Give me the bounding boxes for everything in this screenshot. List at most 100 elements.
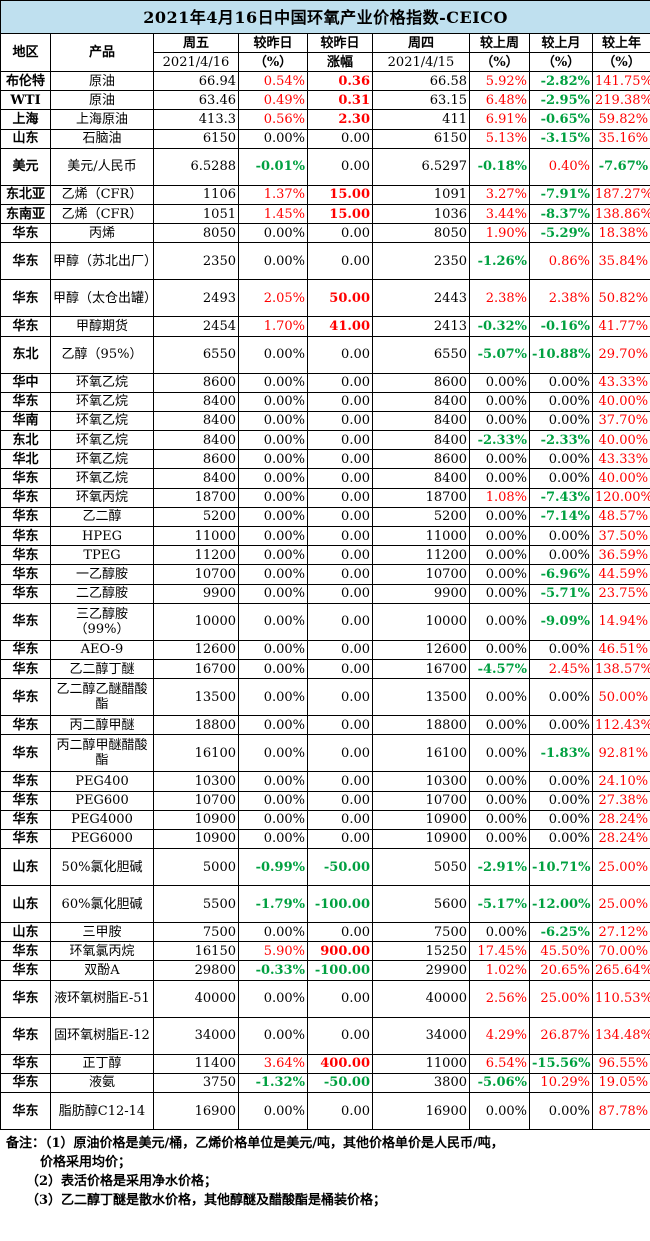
product-cell: 丙二醇甲醚醋酸酯 bbox=[50, 734, 154, 773]
region-cell: 东北 bbox=[0, 430, 51, 451]
week-pct-cell: 6.48% bbox=[469, 90, 530, 111]
thu-price-cell: 16100 bbox=[372, 734, 470, 773]
week-pct-cell: -1.26% bbox=[469, 242, 530, 281]
year-pct-cell: 138.86% bbox=[591, 203, 650, 225]
month-pct-cell: -7.14% bbox=[529, 506, 593, 528]
week-pct-cell: 5.13% bbox=[469, 128, 530, 149]
day-abs-cell: 0.00 bbox=[307, 372, 373, 393]
day-pct-cell: 0.00% bbox=[238, 734, 308, 773]
product-cell: PEG4000 bbox=[50, 809, 154, 830]
thu-price-cell: 11000 bbox=[372, 1053, 470, 1074]
day-abs-cell: 0.00 bbox=[307, 147, 373, 186]
fri-price-cell: 16150 bbox=[153, 941, 239, 962]
region-cell: 华东 bbox=[0, 602, 51, 641]
day-abs-cell: 0.00 bbox=[307, 545, 373, 566]
region-cell: 华东 bbox=[0, 583, 51, 604]
day-abs-cell: 0.00 bbox=[307, 449, 373, 470]
day-pct-cell: 0.56% bbox=[238, 109, 308, 130]
day-pct-cell: 0.00% bbox=[238, 449, 308, 470]
fri-price-cell: 8400 bbox=[153, 410, 239, 432]
product-cell: 环氧乙烷 bbox=[50, 449, 154, 470]
day-pct-cell: -0.33% bbox=[238, 960, 308, 981]
product-cell: PEG400 bbox=[50, 771, 154, 792]
region-cell: 华东 bbox=[0, 979, 51, 1018]
month-pct-cell: -5.29% bbox=[529, 223, 593, 244]
product-cell: 乙二醇 bbox=[50, 506, 154, 528]
table-row: 华东 液环氧树脂E-51 40000 0.00% 0.00 40000 2.56% 25.00… bbox=[0, 979, 650, 1018]
day-pct-cell: 3.64% bbox=[238, 1053, 308, 1074]
header-day-abs-unit: 涨幅 bbox=[307, 52, 373, 72]
table-row: 华东 甲醇（苏北出厂） 2350 0.00% 0.00 2350 -1.26% 0.86% 35… bbox=[0, 242, 650, 281]
year-pct-cell: 44.59% bbox=[591, 564, 650, 585]
day-pct-cell: 2.05% bbox=[238, 279, 308, 318]
year-pct-cell: 18.38% bbox=[591, 223, 650, 244]
week-pct-cell: 6.54% bbox=[469, 1053, 530, 1074]
product-cell: 脂肪醇C12-14 bbox=[50, 1092, 154, 1130]
thu-price-cell: 5050 bbox=[372, 848, 470, 887]
day-abs-cell: 0.00 bbox=[307, 828, 373, 850]
region-cell: 华东 bbox=[0, 545, 51, 566]
region-cell: 上海 bbox=[0, 109, 51, 130]
month-pct-cell: 20.65% bbox=[529, 960, 593, 981]
table-row: 山东 60%氯化胆碱 5500 -1.79% -100.00 5600 -5.17% -12.… bbox=[0, 885, 650, 924]
day-abs-cell: 15.00 bbox=[307, 203, 373, 225]
product-cell: 环氧乙烷 bbox=[50, 391, 154, 412]
fri-price-cell: 2493 bbox=[153, 279, 239, 318]
year-pct-cell: 112.43% bbox=[591, 715, 650, 736]
week-pct-cell: 17.45% bbox=[469, 941, 530, 962]
thu-price-cell: 9900 bbox=[372, 583, 470, 604]
day-abs-cell: 0.00 bbox=[307, 678, 373, 717]
day-pct-cell: 0.00% bbox=[238, 922, 308, 943]
table-row: 东北 环氧乙烷 8400 0.00% 0.00 8400 -2.33% -2.33% 40.00… bbox=[0, 430, 650, 451]
day-pct-cell: 0.00% bbox=[238, 790, 308, 811]
product-cell: 三乙醇胺（99%） bbox=[50, 602, 154, 641]
header-region: 地区 bbox=[0, 33, 51, 72]
day-abs-cell: 0.00 bbox=[307, 525, 373, 547]
fri-price-cell: 16100 bbox=[153, 734, 239, 773]
header-product: 产品 bbox=[50, 33, 154, 72]
region-cell: 东北 bbox=[0, 335, 51, 374]
day-pct-cell: -0.01% bbox=[238, 147, 308, 186]
fri-price-cell: 8050 bbox=[153, 223, 239, 244]
thu-price-cell: 11200 bbox=[372, 545, 470, 566]
month-pct-cell: 0.00% bbox=[529, 468, 593, 489]
header-day-abs: 较昨日 bbox=[307, 33, 373, 53]
day-abs-cell: 0.00 bbox=[307, 391, 373, 412]
thu-price-cell: 8400 bbox=[372, 468, 470, 489]
day-pct-cell: 0.00% bbox=[238, 828, 308, 850]
week-pct-cell: 0.00% bbox=[469, 1092, 530, 1130]
table-row: 华北 环氧乙烷 8600 0.00% 0.00 8600 0.00% 0.00% 43.33% bbox=[0, 449, 650, 470]
week-pct-cell: 6.91% bbox=[469, 109, 530, 130]
region-cell: 华东 bbox=[0, 771, 51, 792]
day-abs-cell: 0.00 bbox=[307, 487, 373, 508]
table-row: 华东 正丁醇 11400 3.64% 400.00 11000 6.54% -15.56% 96… bbox=[0, 1053, 650, 1074]
day-abs-cell: 0.31 bbox=[307, 90, 373, 111]
thu-price-cell: 8600 bbox=[372, 449, 470, 470]
week-pct-cell: -4.57% bbox=[469, 658, 530, 680]
fri-price-cell: 10000 bbox=[153, 602, 239, 641]
day-abs-cell: 0.00 bbox=[307, 410, 373, 432]
week-pct-cell: 0.00% bbox=[469, 602, 530, 641]
thu-price-cell: 40000 bbox=[372, 979, 470, 1018]
day-pct-cell: 0.00% bbox=[238, 602, 308, 641]
week-pct-cell: 0.00% bbox=[469, 715, 530, 736]
year-pct-cell: 35.16% bbox=[591, 128, 650, 149]
region-cell: 华东 bbox=[0, 790, 51, 811]
fri-price-cell: 16900 bbox=[153, 1092, 239, 1130]
fri-price-cell: 1106 bbox=[153, 184, 239, 205]
region-cell: 华东 bbox=[0, 242, 51, 281]
year-pct-cell: 40.00% bbox=[591, 391, 650, 412]
day-pct-cell: 0.00% bbox=[238, 372, 308, 393]
day-abs-cell: 400.00 bbox=[307, 1053, 373, 1074]
table-row: 华东 丙烯 8050 0.00% 0.00 8050 1.90% -5.29% 18.38% bbox=[0, 223, 650, 244]
day-abs-cell: 0.00 bbox=[307, 790, 373, 811]
day-pct-cell: 1.45% bbox=[238, 203, 308, 225]
thu-price-cell: 10900 bbox=[372, 828, 470, 850]
year-pct-cell: 36.59% bbox=[591, 545, 650, 566]
table-row: 华东 双酚A 29800 -0.33% -100.00 29900 1.02% 20.65% 2… bbox=[0, 960, 650, 981]
fri-price-cell: 8600 bbox=[153, 449, 239, 470]
week-pct-cell: -2.33% bbox=[469, 430, 530, 451]
region-cell: 美元 bbox=[0, 147, 51, 186]
header-year: 较上年 bbox=[591, 33, 650, 53]
table-row: 华东 乙二醇乙醚醋酸酯 13500 0.00% 0.00 13500 0.00% 0.00% 5… bbox=[0, 678, 650, 717]
